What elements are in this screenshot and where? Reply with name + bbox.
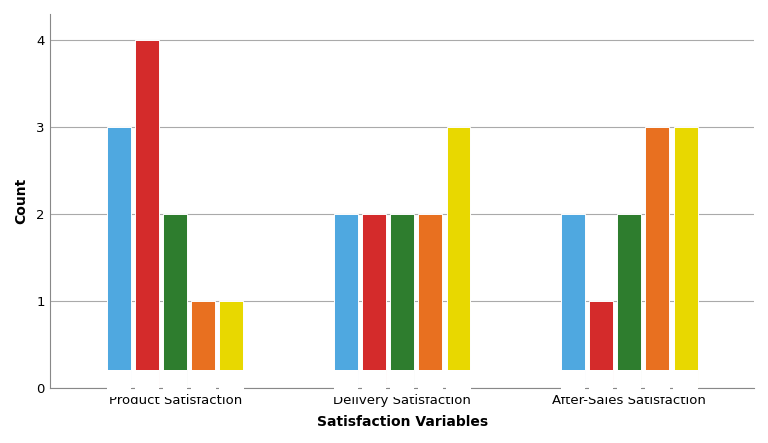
- Text: 2: 2: [371, 379, 377, 388]
- Bar: [589, 301, 613, 388]
- Text: 5: 5: [228, 379, 234, 388]
- Text: 1: 1: [570, 379, 576, 388]
- Text: 5: 5: [455, 379, 462, 388]
- Bar: [674, 127, 697, 388]
- Bar: [163, 214, 187, 388]
- Bar: [362, 214, 386, 388]
- Bar: [191, 301, 215, 388]
- X-axis label: Satisfaction Variables: Satisfaction Variables: [316, 415, 488, 429]
- Bar: [419, 214, 442, 388]
- FancyBboxPatch shape: [220, 376, 242, 387]
- FancyBboxPatch shape: [448, 376, 469, 387]
- Text: 2: 2: [598, 379, 604, 388]
- FancyBboxPatch shape: [618, 376, 640, 387]
- Text: 1: 1: [343, 379, 349, 388]
- Bar: [220, 301, 243, 388]
- Y-axis label: Count: Count: [14, 178, 28, 224]
- Bar: [617, 214, 641, 388]
- FancyBboxPatch shape: [647, 376, 668, 387]
- Text: 3: 3: [172, 379, 178, 388]
- FancyBboxPatch shape: [675, 376, 697, 387]
- FancyBboxPatch shape: [164, 376, 186, 387]
- Bar: [135, 40, 159, 388]
- Text: 4: 4: [654, 379, 660, 388]
- FancyBboxPatch shape: [419, 376, 441, 387]
- Bar: [107, 127, 131, 388]
- Bar: [390, 214, 414, 388]
- Bar: [645, 127, 670, 388]
- Text: 5: 5: [683, 379, 689, 388]
- Bar: [561, 214, 585, 388]
- FancyBboxPatch shape: [136, 376, 157, 387]
- Text: 3: 3: [399, 379, 406, 388]
- FancyBboxPatch shape: [193, 376, 214, 387]
- FancyBboxPatch shape: [392, 376, 413, 387]
- Text: 4: 4: [200, 379, 207, 388]
- Text: 1: 1: [116, 379, 122, 388]
- FancyBboxPatch shape: [562, 376, 584, 387]
- Bar: [446, 127, 471, 388]
- Text: 4: 4: [427, 379, 433, 388]
- Bar: [334, 214, 358, 388]
- Text: 2: 2: [144, 379, 150, 388]
- FancyBboxPatch shape: [335, 376, 356, 387]
- FancyBboxPatch shape: [591, 376, 612, 387]
- Text: 3: 3: [626, 379, 632, 388]
- FancyBboxPatch shape: [363, 376, 385, 387]
- FancyBboxPatch shape: [108, 376, 130, 387]
